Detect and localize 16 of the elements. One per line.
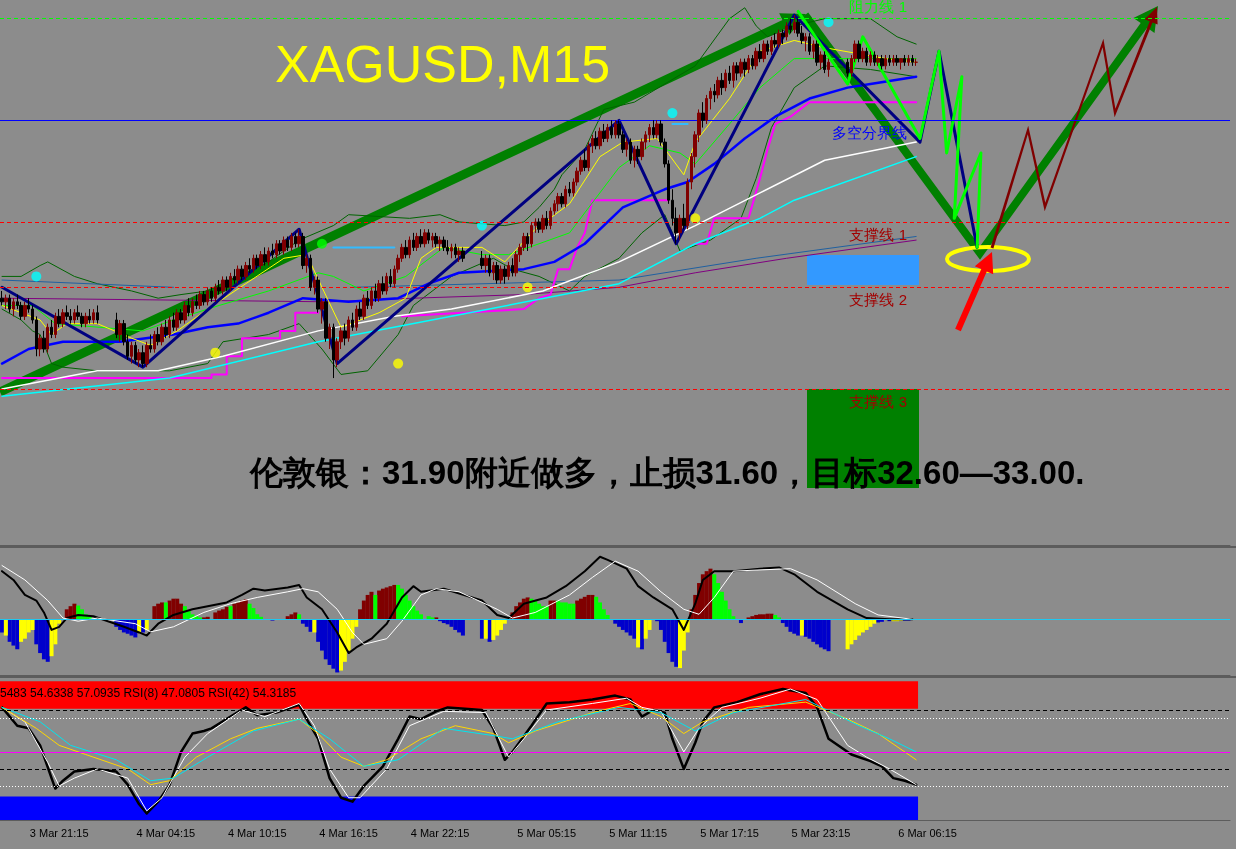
chart-title: XAGUSD,M15	[275, 35, 611, 93]
x-tick-label: 5 Mar 05:15	[517, 826, 577, 839]
ref-line-label: 支撑线 3	[849, 392, 907, 410]
x-tick-label: 4 Mar 10:15	[227, 826, 287, 839]
ref-line-label: 阻力线 1	[849, 0, 907, 15]
x-tick-label: 4 Mar 16:15	[319, 826, 378, 839]
x-tick-label: 5 Mar 23:15	[791, 826, 851, 839]
x-tick-label: 5 Mar 17:15	[700, 826, 759, 839]
x-tick-label: 5 Mar 11:15	[609, 826, 668, 839]
ref-line-label: 支撑线 2	[849, 291, 907, 309]
x-tick-label: 3 Mar 21:15	[29, 826, 89, 839]
x-tick-label: 6 Mar 06:15	[898, 826, 957, 839]
x-tick-label: 4 Mar 22:15	[410, 826, 470, 839]
x-tick-label: 4 Mar 04:15	[136, 826, 196, 839]
ref-line-label: 支撑线 1	[849, 225, 907, 243]
annotation: 5483 54.6338 57.0935 RSI(8) 47.0805 RSI(42) 54.3185	[0, 686, 297, 700]
